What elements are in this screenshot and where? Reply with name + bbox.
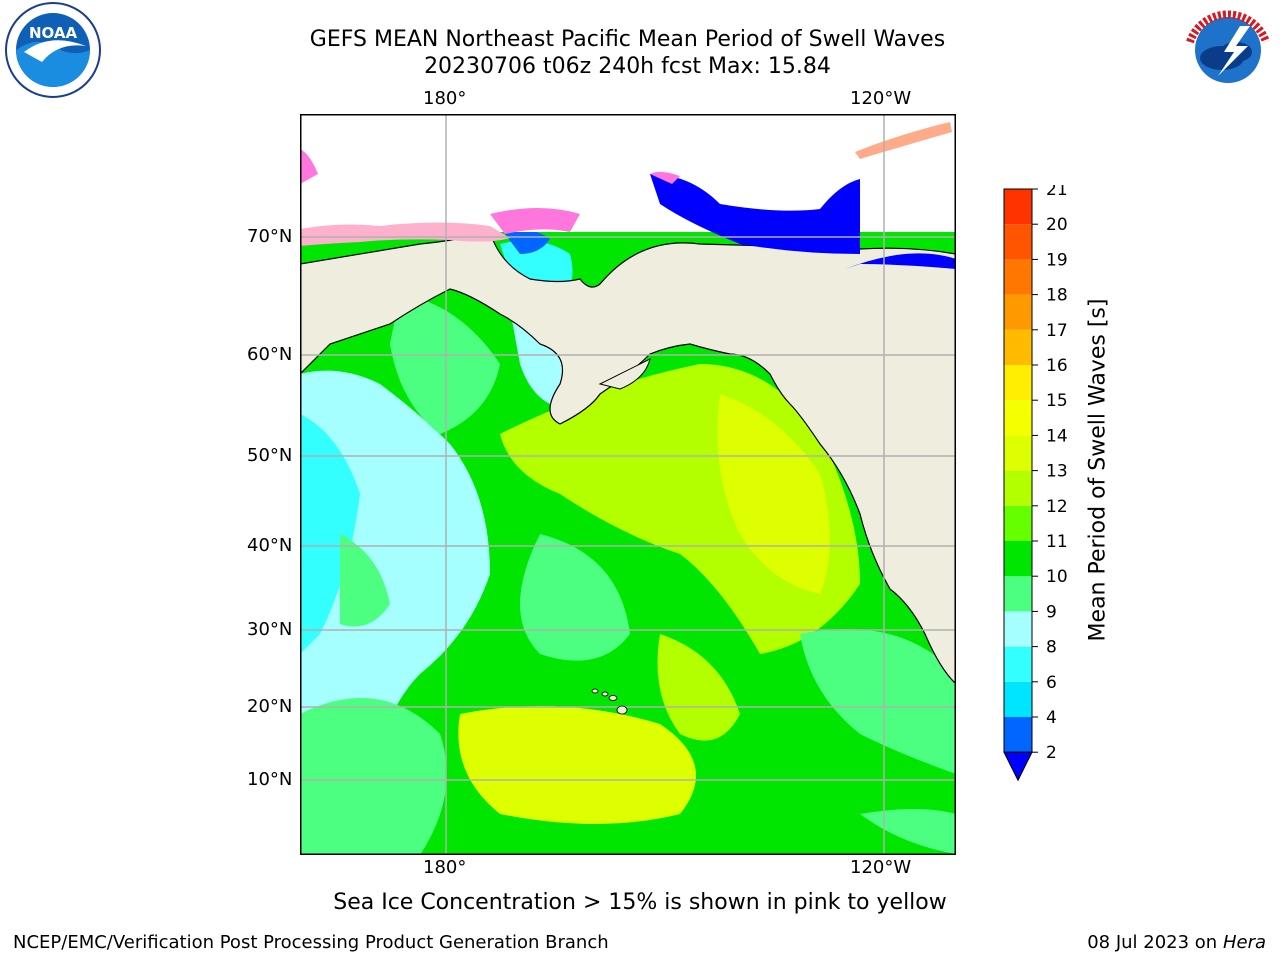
colorbar-tick-label: 21 (1046, 185, 1068, 200)
colorbar-tick-label: 6 (1046, 673, 1057, 693)
sea-ice-region (300, 222, 510, 246)
colorbar-segment (1004, 681, 1032, 717)
lat-label-20n: 20°N (247, 696, 293, 717)
svg-text:NOAA: NOAA (29, 24, 78, 42)
swell-period-map (300, 114, 956, 855)
colorbar-segment (1004, 400, 1032, 436)
colorbar-segment (1004, 611, 1032, 647)
colorbar-tick-label: 13 (1046, 462, 1068, 482)
colorbar-under-extension (1003, 751, 1033, 782)
lon-label-top-120w: 120°W (850, 88, 912, 109)
colorbar-tick-label: 14 (1046, 426, 1068, 446)
graticule (300, 114, 956, 855)
host-name: Hera (1222, 932, 1266, 953)
colorbar-segment (1004, 717, 1032, 753)
colorbar-tick-label: 12 (1046, 497, 1068, 517)
producer-credit: NCEP/EMC/Verification Post Processing Pr… (13, 932, 609, 953)
colorbar-segment (1004, 329, 1032, 365)
lon-label-top-180: 180° (423, 88, 467, 109)
lat-label-70n: 70°N (247, 226, 293, 247)
colorbar-tick-label: 8 (1046, 638, 1057, 658)
colorbar-segment (1004, 294, 1032, 330)
map-frame (300, 114, 956, 855)
colorbar-tick-label: 17 (1046, 321, 1068, 341)
colorbar-tick-label: 16 (1046, 356, 1068, 376)
colorbar-segment (1004, 576, 1032, 612)
nws-logo (1182, 4, 1274, 96)
colorbar-tick-label: 15 (1046, 391, 1068, 411)
colorbar-segment (1004, 435, 1032, 471)
colorbar-tick-label: 4 (1046, 708, 1057, 728)
lat-label-60n: 60°N (247, 344, 293, 365)
land-north-america-asia (300, 231, 956, 685)
colorbar-title: Mean Period of Swell Waves [s] (1085, 298, 1111, 642)
colorbar-segment (1004, 189, 1032, 225)
colorbar-tick-label: 9 (1046, 602, 1057, 622)
hawaiian-islands (591, 688, 628, 715)
colorbar: 2 4 6 8 9 10 11 12 13 14 15 16 17 18 19 20 21 (1003, 185, 1068, 782)
lon-label-bottom-180: 180° (423, 857, 467, 878)
colorbar-tick-label: 11 (1046, 532, 1068, 552)
chart-title: GEFS MEAN Northeast Pacific Mean Period … (309, 27, 946, 52)
generation-date: 08 Jul 2023 on Hera (1087, 932, 1266, 953)
lon-label-bottom-120w: 120°W (850, 857, 912, 878)
colorbar-segment (1004, 646, 1032, 682)
colorbar-segment (1004, 365, 1032, 401)
lat-label-10n: 10°N (247, 769, 293, 790)
colorbar-tick-label: 19 (1046, 250, 1068, 270)
noaa-logo: NOAA (5, 2, 101, 98)
colorbar-tick-label: 10 (1046, 567, 1068, 587)
lat-label-30n: 30°N (247, 619, 293, 640)
colorbar-segment (1004, 224, 1032, 260)
colorbar-tick-label: 20 (1046, 215, 1068, 235)
lat-label-50n: 50°N (247, 445, 293, 466)
chart-subtitle: 20230706 t06z 240h fcst Max: 15.84 (424, 54, 831, 79)
colorbar-segment (1004, 259, 1032, 295)
colorbar-tick-label: 18 (1046, 286, 1068, 306)
colorbar-segment (1004, 470, 1032, 506)
lat-label-40n: 40°N (247, 535, 293, 556)
colorbar-segment (1004, 505, 1032, 541)
sea-ice-note: Sea Ice Concentration > 15% is shown in … (333, 890, 947, 915)
colorbar-segment (1004, 541, 1032, 577)
colorbar-tick-label: 2 (1046, 743, 1057, 763)
